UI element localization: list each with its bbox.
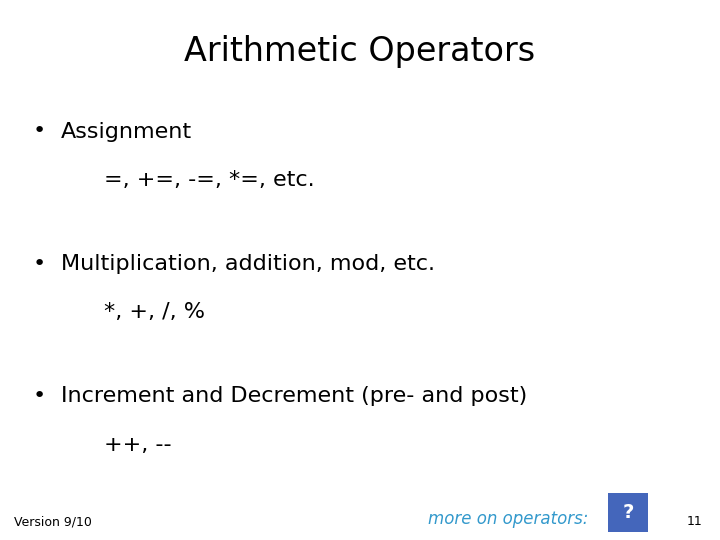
- Text: Multiplication, addition, mod, etc.: Multiplication, addition, mod, etc.: [61, 254, 435, 274]
- FancyBboxPatch shape: [608, 493, 648, 532]
- Text: *, +, /, %: *, +, /, %: [104, 302, 205, 322]
- Text: ++, --: ++, --: [104, 435, 172, 455]
- Text: =, +=, -=, *=, etc.: =, +=, -=, *=, etc.: [104, 170, 315, 190]
- Text: Assignment: Assignment: [61, 122, 192, 141]
- Text: •: •: [33, 254, 46, 274]
- Text: •: •: [33, 122, 46, 141]
- Text: 11: 11: [686, 515, 702, 528]
- Text: •: •: [33, 386, 46, 406]
- Text: Arithmetic Operators: Arithmetic Operators: [184, 35, 536, 68]
- Text: ?: ?: [623, 503, 634, 522]
- Text: Increment and Decrement (pre- and post): Increment and Decrement (pre- and post): [61, 386, 528, 406]
- Text: more on operators:: more on operators:: [428, 510, 589, 528]
- Text: Version 9/10: Version 9/10: [14, 515, 92, 528]
